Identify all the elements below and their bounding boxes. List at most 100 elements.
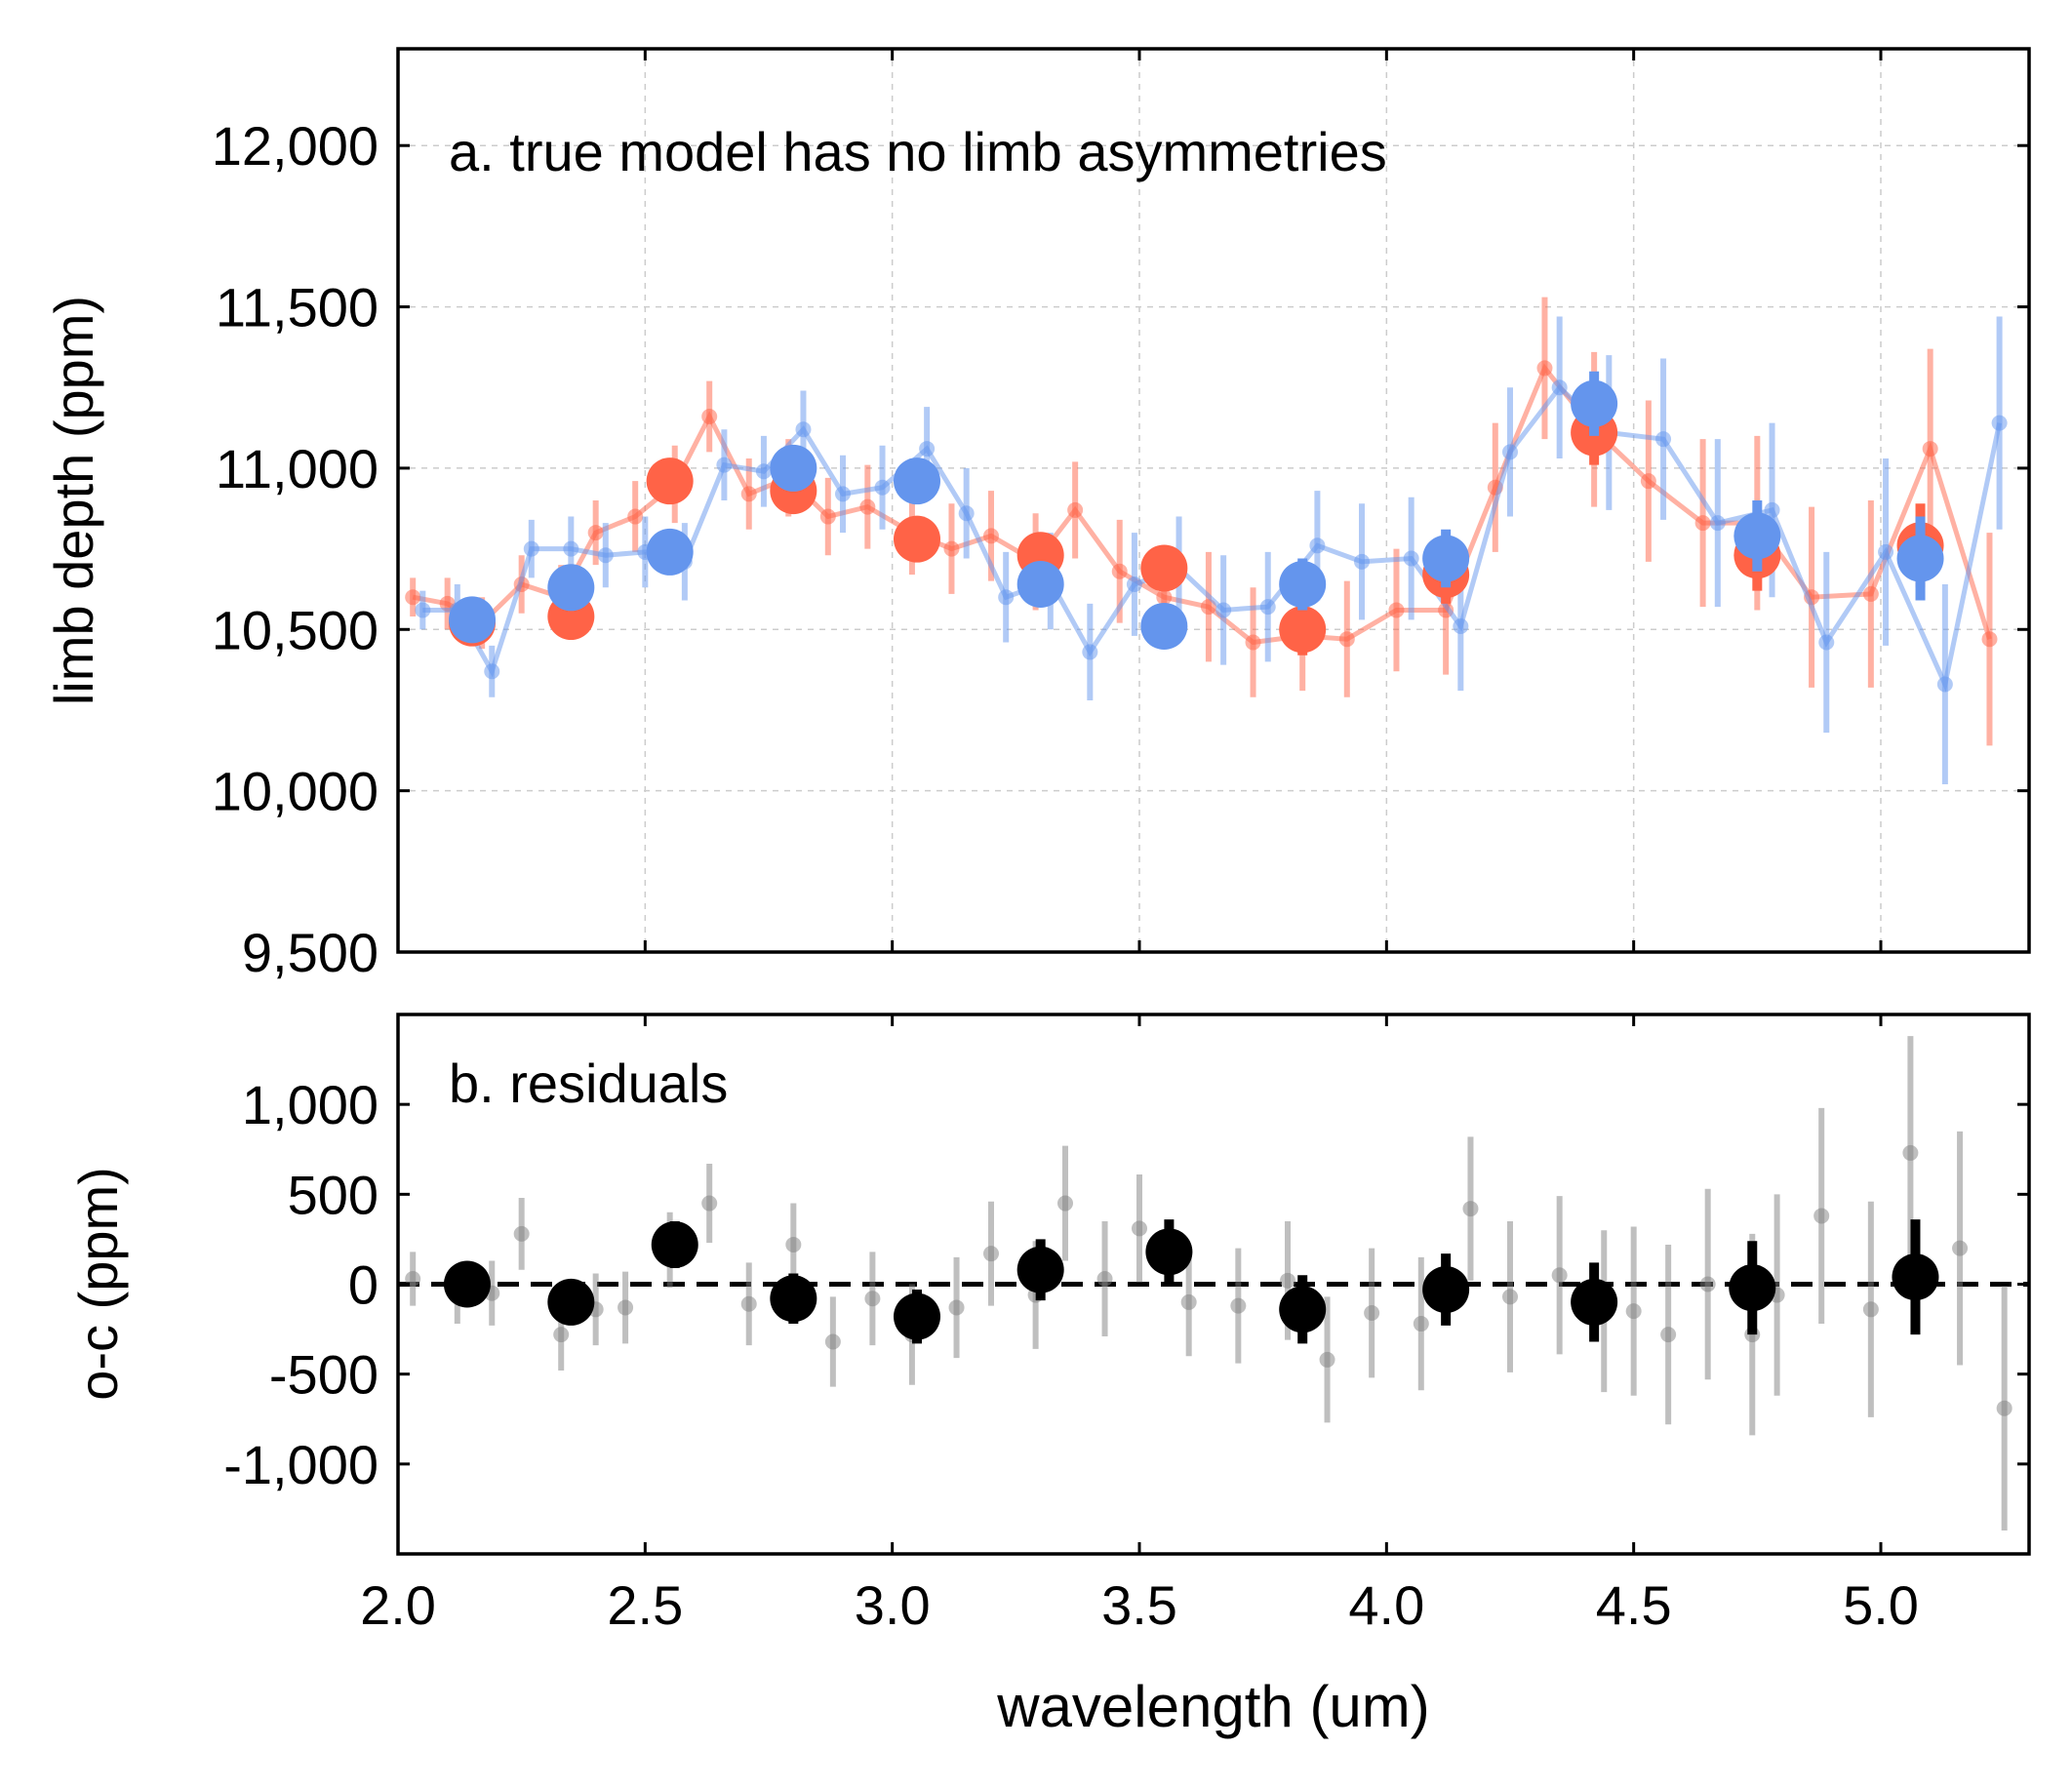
data-point xyxy=(405,1270,421,1287)
data-point xyxy=(1057,1195,1073,1212)
data-point xyxy=(1655,431,1672,448)
data-point xyxy=(894,457,940,505)
data-point xyxy=(770,1275,817,1323)
data-point xyxy=(894,515,940,563)
data-point xyxy=(1156,589,1173,606)
data-point xyxy=(1453,617,1469,634)
panel-a-ticks: 9,500 10,000 10,500 11,000 11,500 12,000 xyxy=(212,49,2029,983)
data-point xyxy=(785,1236,802,1252)
data-point xyxy=(415,602,431,618)
data-point xyxy=(1571,1278,1618,1326)
data-point xyxy=(1338,631,1355,648)
data-point xyxy=(958,505,975,522)
data-point xyxy=(1413,1316,1429,1332)
y-tick-label: 0 xyxy=(348,1254,379,1316)
data-point xyxy=(795,421,812,438)
data-point xyxy=(1403,550,1419,567)
data-point xyxy=(1660,1327,1677,1343)
data-point xyxy=(1813,1208,1830,1224)
data-point xyxy=(1625,1303,1642,1320)
data-point xyxy=(1259,599,1276,616)
x-tick-label: 2.0 xyxy=(360,1574,436,1636)
y-tick-label: 9,500 xyxy=(242,922,379,983)
data-point xyxy=(1862,585,1879,602)
data-point xyxy=(1215,602,1232,618)
data-point xyxy=(1551,1267,1568,1284)
data-point xyxy=(1016,560,1064,608)
data-point xyxy=(563,540,579,557)
data-point xyxy=(1699,1276,1716,1292)
data-point xyxy=(998,589,1015,606)
x-tick-label: 2.5 xyxy=(607,1574,683,1636)
y-tick-label: -1,000 xyxy=(223,1434,379,1495)
data-point xyxy=(859,498,876,515)
data-point xyxy=(1764,501,1780,518)
data-point xyxy=(835,486,851,502)
data-point xyxy=(1502,1289,1518,1305)
panel-b-series xyxy=(398,1036,2029,1531)
data-point xyxy=(1536,360,1553,377)
y-tick-label: -500 xyxy=(269,1344,379,1406)
data-point xyxy=(1462,1201,1479,1217)
data-point xyxy=(449,596,496,644)
x-tick-label: 4.0 xyxy=(1348,1574,1424,1636)
data-point xyxy=(1111,563,1128,579)
data-point xyxy=(1354,553,1370,570)
panel-a-frame xyxy=(396,47,2031,954)
y-tick-label: 10,000 xyxy=(212,761,379,822)
data-point xyxy=(1280,1272,1295,1289)
x-tick-label: 3.0 xyxy=(855,1574,931,1636)
data-point xyxy=(1096,1270,1113,1287)
data-point xyxy=(1279,1286,1327,1333)
data-point xyxy=(1981,631,1998,648)
data-point xyxy=(1279,606,1327,654)
data-point xyxy=(618,1299,634,1316)
data-point xyxy=(1126,576,1142,592)
data-point xyxy=(943,540,960,557)
data-point xyxy=(1551,379,1568,396)
data-point xyxy=(1309,537,1326,554)
data-point xyxy=(523,540,539,557)
data-point xyxy=(1878,543,1894,560)
data-point xyxy=(864,1291,881,1307)
data-point xyxy=(1922,441,1938,457)
data-point xyxy=(1991,415,2008,431)
data-point xyxy=(1082,644,1098,660)
data-point xyxy=(1016,1246,1064,1293)
data-point xyxy=(983,1246,999,1262)
data-point xyxy=(983,528,999,544)
x-tick-label: 4.5 xyxy=(1596,1574,1672,1636)
data-point xyxy=(701,1195,718,1212)
data-point xyxy=(874,479,891,496)
data-point xyxy=(405,589,421,606)
data-point xyxy=(824,1333,841,1350)
data-point xyxy=(1892,1253,1939,1301)
data-point xyxy=(819,508,836,525)
data-point xyxy=(1729,1264,1776,1312)
data-point xyxy=(755,463,772,480)
y-tick-label: 12,000 xyxy=(212,115,379,177)
data-point xyxy=(1862,1301,1879,1318)
panel-a-ylabel: limb depth (ppm) xyxy=(43,296,104,705)
data-point xyxy=(1818,634,1835,651)
data-point xyxy=(1709,515,1726,532)
panel-b-annotation: b. residuals xyxy=(449,1053,728,1114)
data-point xyxy=(1422,1266,1470,1314)
data-point xyxy=(597,547,614,564)
data-point xyxy=(1571,379,1618,427)
data-point xyxy=(1640,473,1656,490)
data-point xyxy=(1140,602,1188,650)
data-point xyxy=(1132,1220,1147,1237)
data-point xyxy=(701,409,718,425)
y-tick-label: 500 xyxy=(288,1164,379,1225)
data-point xyxy=(651,1220,698,1268)
data-point xyxy=(1733,512,1781,560)
data-point xyxy=(1180,1293,1197,1310)
data-point xyxy=(587,525,604,541)
data-point xyxy=(1388,602,1405,618)
data-point xyxy=(1319,1351,1335,1368)
series xyxy=(449,371,1944,650)
data-point xyxy=(1936,676,1953,693)
